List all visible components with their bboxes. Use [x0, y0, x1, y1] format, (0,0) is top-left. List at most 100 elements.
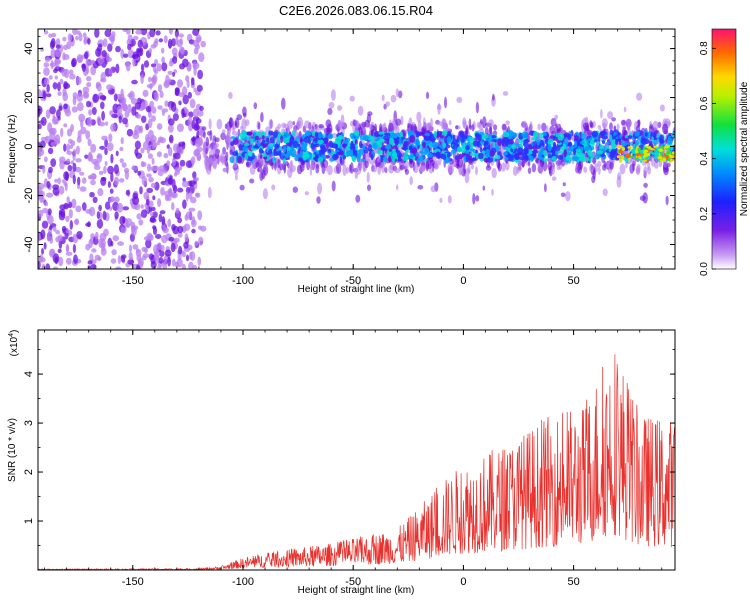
spectrogram-cell [565, 156, 572, 161]
spectrogram-cell [250, 138, 254, 145]
spectrogram-cell [177, 146, 184, 155]
spectrogram-cell [73, 148, 77, 157]
spectrogram-cell [81, 63, 86, 72]
spectrogram-cell [497, 138, 503, 146]
spectrogram-cell [405, 149, 409, 153]
spectrogram-cell [157, 105, 163, 110]
spectrogram-cell [380, 157, 384, 163]
spectrogram-cell [88, 206, 96, 217]
spectrogram-cell [367, 111, 373, 116]
colorbar-tick-label: 0.6 [699, 96, 710, 110]
spectrogram-cell [331, 143, 339, 149]
spectrogram-cell [422, 117, 426, 129]
spectrogram-cell [81, 177, 87, 184]
spectrogram-cell [109, 188, 114, 194]
spectrogram-cell [49, 106, 56, 115]
spectrogram-cell [214, 148, 220, 155]
spectrogram-cell [518, 152, 523, 156]
spectrogram-cell [174, 29, 179, 38]
spectrogram-cell [78, 113, 86, 123]
spectrogram-cell [376, 149, 384, 155]
spectrogram-cell [96, 211, 101, 220]
spectrogram-cell [581, 119, 584, 132]
spectrogram-cell [179, 159, 186, 167]
spectrogram-cell [448, 120, 452, 126]
spectrogram-cell [101, 243, 106, 252]
spectrogram-cell [354, 144, 358, 150]
colorbar-tick-label: 0.8 [699, 41, 710, 55]
spectrogram-cell [42, 164, 46, 174]
spectrogram-cell [331, 180, 336, 192]
spectrogram-cell [425, 91, 430, 99]
spectrogram-cell [106, 84, 113, 91]
spectrogram-cell [574, 140, 578, 149]
spectrogram-cell [171, 258, 176, 267]
spectrogram-cell [146, 83, 154, 89]
spectrogram-cell [377, 157, 381, 163]
spectrogram-cell [409, 176, 414, 186]
spectrogram-cell [512, 165, 518, 177]
spectrogram-cell [645, 145, 649, 149]
spectrogram-cell [644, 132, 648, 137]
spectrogram-cell [43, 242, 47, 250]
spectrogram-cell [236, 114, 243, 121]
spectrogram-cell [395, 118, 402, 126]
snr-panel: -150 -100 -50 0 50 1 2 3 4 Height of straight l… [7, 329, 676, 596]
spectrogram-cell [178, 92, 185, 98]
spectrogram-cell [609, 150, 616, 159]
spectrogram-cell [290, 153, 297, 158]
spectrogram-cell [625, 153, 631, 159]
spectrogram-cell [460, 138, 465, 143]
spectrogram-cell [50, 158, 57, 168]
spectrogram-cell [68, 201, 73, 209]
spectrogram-cell [355, 121, 360, 128]
spectrogram-cell [666, 150, 671, 155]
spectrogram-cell [173, 143, 180, 153]
spectrogram-cell [189, 180, 195, 187]
spectrogram-cell [61, 225, 67, 232]
spectrogram-cell [238, 144, 243, 151]
spectrogram-cell [148, 253, 154, 260]
spectrogram-cell [268, 119, 274, 130]
spectrogram-cell [613, 125, 616, 131]
spectrogram-cell [363, 136, 370, 140]
spectrogram-cell [354, 130, 360, 137]
spectrogram-cell [96, 83, 102, 92]
spectrogram-cell [65, 215, 70, 222]
spectrogram-cell [650, 131, 654, 136]
snr-x-tick-label: -150 [122, 576, 144, 588]
spectrogram-cell [178, 245, 183, 255]
spectrogram-cell [652, 139, 659, 145]
spectrogram-cell [346, 167, 350, 174]
spectrogram-cell [285, 160, 289, 167]
spectrogram-cell [491, 168, 497, 179]
spectrogram-x-tick-label: -50 [345, 275, 361, 287]
spectrogram-cell [313, 143, 320, 148]
spectrogram-cell [143, 236, 151, 241]
spectrogram-cell [657, 121, 662, 128]
spectrogram-cell [202, 141, 207, 153]
spectrogram-cell [330, 89, 336, 101]
spectrogram-cell [668, 121, 671, 126]
spectrogram-cell [102, 38, 108, 48]
spectrogram-cell [188, 116, 192, 125]
spectrogram-cell [167, 188, 173, 193]
spectrogram-cell [339, 156, 343, 164]
spectrogram-cell [441, 131, 447, 136]
spectrogram-cell [602, 156, 607, 160]
spectrogram-cell [574, 135, 579, 141]
spectrogram-cell [497, 158, 500, 170]
spectrogram-cell [38, 232, 41, 242]
spectrogram-cell [424, 158, 428, 162]
spectrogram-cell [351, 155, 357, 163]
spectrogram-cell [384, 167, 388, 174]
spectrogram-cell [181, 108, 185, 119]
spectrogram-cell [168, 78, 172, 83]
spectrogram-cell [168, 118, 175, 126]
spectrogram-cell [111, 249, 117, 256]
spectrogram-cell [76, 231, 83, 239]
spectrogram-cell [461, 134, 468, 140]
spectrogram-cell [216, 118, 223, 130]
spectrogram-cell [172, 225, 179, 235]
spectrogram-cell [547, 143, 552, 152]
